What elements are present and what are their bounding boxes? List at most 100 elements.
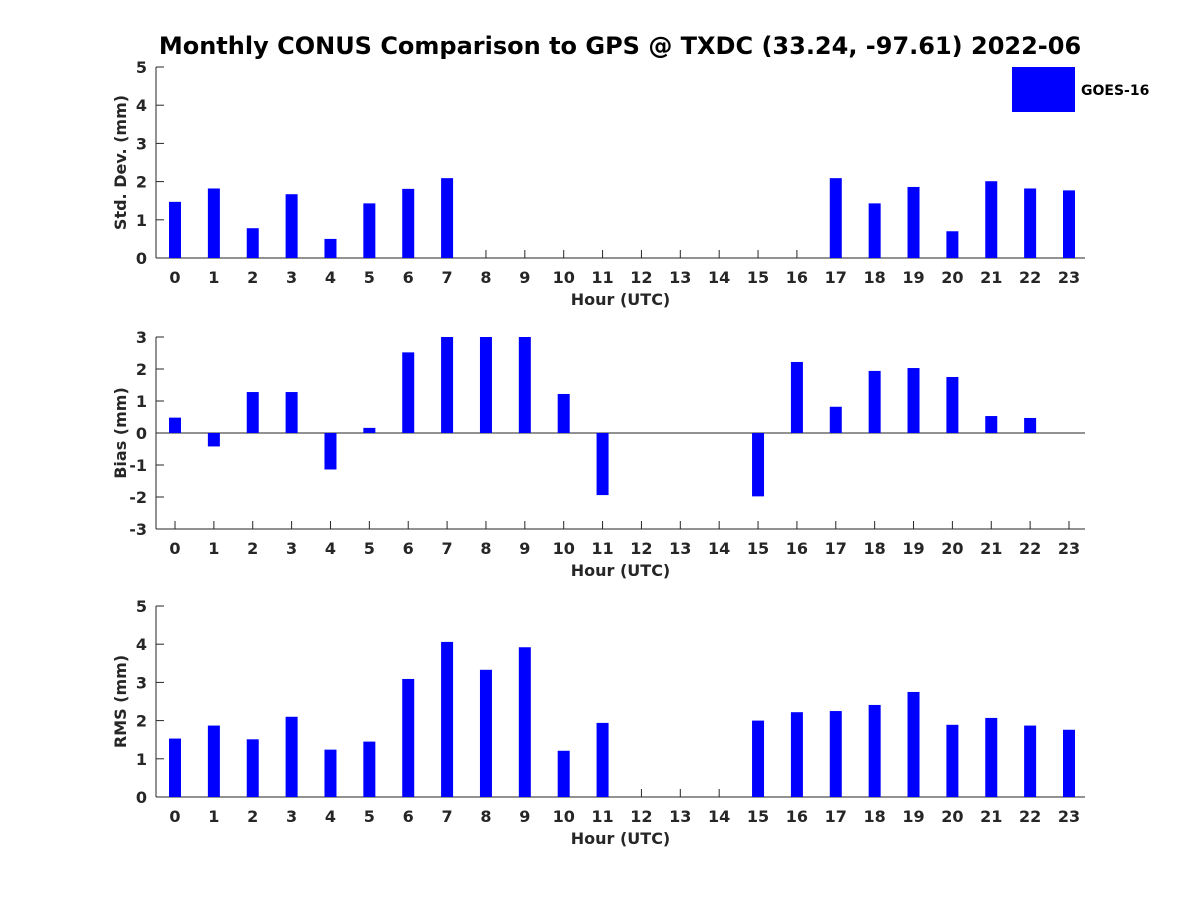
rms-bar-hour-17	[829, 711, 842, 797]
bias-bar-hour-6	[402, 352, 415, 433]
legend-swatch-goes-16	[1012, 67, 1075, 112]
bias-x-tick-label: 2	[247, 539, 258, 558]
bias-bar-hour-5	[363, 427, 376, 433]
bias-bar-hour-16	[790, 361, 803, 433]
std-dev-x-axis-label: Hour (UTC)	[571, 290, 671, 309]
bias-x-tick-label: 1	[208, 539, 219, 558]
bias-x-tick-label: 0	[169, 539, 180, 558]
bias-bar-hour-11	[596, 433, 609, 496]
std-dev-x-tick-label: 3	[286, 268, 297, 287]
bias-x-tick-label: 10	[553, 539, 575, 558]
std-dev-x-tick-label: 5	[364, 268, 375, 287]
std-dev-bar-hour-2	[246, 228, 259, 258]
rms-x-tick-label: 18	[864, 807, 886, 826]
rms-x-tick-label: 19	[902, 807, 924, 826]
std-dev-x-tick-label: 6	[403, 268, 414, 287]
std-dev-bar-hour-23	[1063, 190, 1075, 258]
bias-x-tick-label: 21	[980, 539, 1002, 558]
std-dev-x-tick-label: 22	[1019, 268, 1041, 287]
rms-bar-hour-18	[868, 704, 881, 797]
std-dev-x-tick-label: 2	[247, 268, 258, 287]
rms-x-tick-label: 2	[247, 807, 258, 826]
bias-y-tick-label: 0	[136, 424, 147, 443]
std-dev-x-tick-label: 16	[786, 268, 808, 287]
std-dev-x-tick-label: 0	[169, 268, 180, 287]
rms-bar-hour-2	[246, 739, 259, 797]
rms-bar-hour-19	[907, 691, 920, 797]
rms-x-tick-label: 10	[553, 807, 575, 826]
rms-bar-hour-7	[441, 641, 454, 797]
std-dev-x-tick-label: 20	[941, 268, 963, 287]
rms-y-tick-label: 0	[136, 788, 147, 807]
std-dev-x-tick-label: 17	[825, 268, 847, 287]
bias-bar-hour-18	[868, 370, 881, 433]
std-dev-y-tick-label: 4	[136, 96, 147, 115]
bias-y-tick-label: -2	[129, 488, 147, 507]
bias-y-tick-label: -3	[129, 520, 147, 539]
std-dev-x-tick-label: 1	[208, 268, 219, 287]
rms-x-tick-label: 12	[630, 807, 652, 826]
rms-x-tick-label: 23	[1058, 807, 1080, 826]
chart-title: Monthly CONUS Comparison to GPS @ TXDC (…	[159, 32, 1081, 60]
rms-bar-hour-10	[557, 750, 570, 797]
rms-x-tick-label: 6	[403, 807, 414, 826]
std-dev-bar-hour-18	[868, 203, 881, 258]
std-dev-y-tick-label: 2	[136, 173, 147, 192]
rms-x-tick-label: 5	[364, 807, 375, 826]
bias-y-tick-label: 1	[136, 392, 147, 411]
std-dev-bar-hour-5	[363, 203, 376, 258]
rms-y-axis-label: RMS (mm)	[111, 655, 130, 748]
std-dev-x-tick-label: 4	[325, 268, 336, 287]
rms-bar-hour-5	[363, 741, 376, 797]
rms-bar-hour-4	[324, 749, 337, 797]
bias-bar-hour-4	[324, 433, 337, 470]
std-dev-y-tick-label: 5	[136, 58, 147, 77]
rms-bar-hour-3	[285, 716, 298, 797]
bias-bar-hour-2	[246, 392, 259, 433]
bias-x-tick-label: 7	[442, 539, 453, 558]
bias-x-tick-label: 17	[825, 539, 847, 558]
rms-x-axis-label: Hour (UTC)	[571, 829, 671, 848]
std-dev-x-tick-label: 18	[864, 268, 886, 287]
rms-bar-hour-15	[752, 720, 765, 797]
std-dev-bar-hour-21	[985, 181, 998, 258]
bias-y-axis-label: Bias (mm)	[111, 387, 130, 479]
rms-x-tick-label: 1	[208, 807, 219, 826]
std-dev-x-tick-label: 23	[1058, 268, 1080, 287]
std-dev-x-tick-label: 19	[902, 268, 924, 287]
bias-x-tick-label: 13	[669, 539, 691, 558]
bias-x-tick-label: 15	[747, 539, 769, 558]
bias-x-tick-label: 22	[1019, 539, 1041, 558]
bias-bar-hour-19	[907, 368, 920, 433]
std-dev-bar-hour-4	[324, 238, 337, 258]
rms-bar-hour-8	[479, 669, 492, 797]
std-dev-x-tick-label: 15	[747, 268, 769, 287]
rms-bar-hour-20	[946, 724, 959, 797]
rms-x-tick-label: 0	[169, 807, 180, 826]
bias-bar-hour-9	[518, 337, 531, 433]
std-dev-y-tick-label: 3	[136, 134, 147, 153]
bias-bar-hour-20	[946, 377, 959, 433]
rms-bar-hour-11	[596, 722, 609, 797]
bias-x-axis-label: Hour (UTC)	[571, 561, 671, 580]
legend-label-goes-16: GOES-16	[1081, 83, 1149, 99]
bias-x-tick-label: 5	[364, 539, 375, 558]
rms-bar-hour-22	[1024, 725, 1037, 797]
bias-bar-hour-10	[557, 393, 570, 433]
std-dev-x-tick-label: 7	[442, 268, 453, 287]
std-dev-x-tick-label: 21	[980, 268, 1002, 287]
rms-x-tick-label: 4	[325, 807, 336, 826]
std-dev-bar-hour-17	[829, 178, 842, 258]
std-dev-x-tick-label: 14	[708, 268, 730, 287]
bias-bar-hour-1	[207, 433, 220, 447]
std-dev-x-tick-label: 8	[480, 268, 491, 287]
bias-x-tick-label: 23	[1058, 539, 1080, 558]
rms-y-tick-label: 4	[136, 635, 147, 654]
rms-x-tick-label: 20	[941, 807, 963, 826]
rms-bar-hour-6	[402, 678, 415, 797]
std-dev-bar-hour-6	[402, 188, 415, 258]
rms-x-tick-label: 16	[786, 807, 808, 826]
